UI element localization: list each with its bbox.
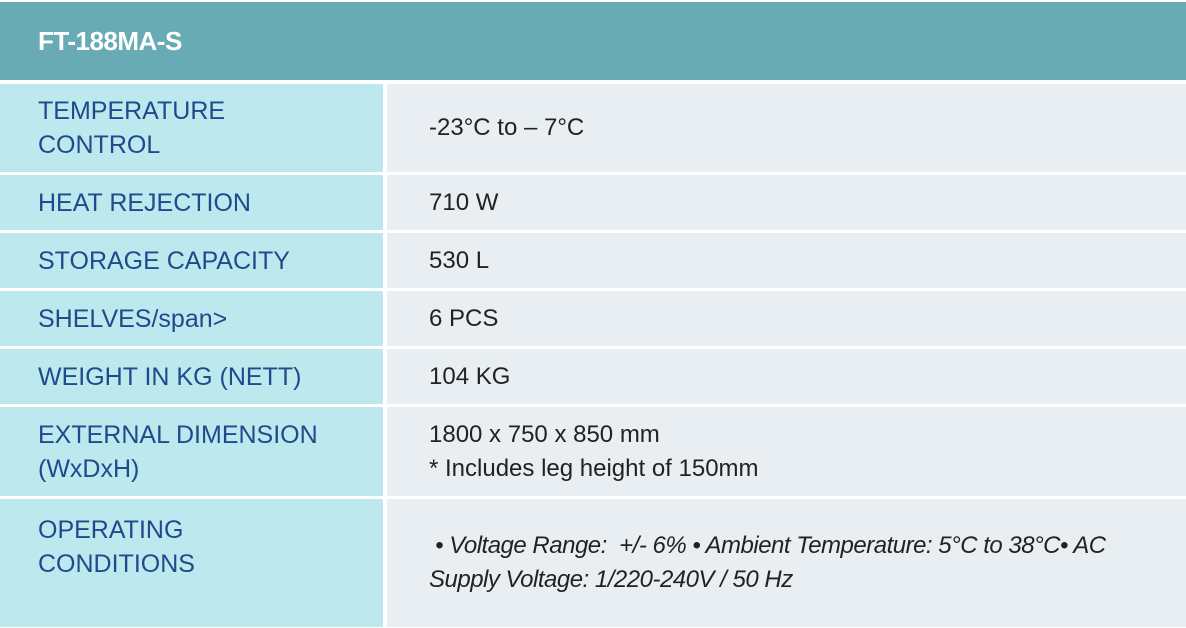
model-title: FT-188MA-S [38,25,182,56]
value-weight: 104 KG [387,349,1186,404]
spec-rows: TEMPERATURE CONTROL -23°C to – 7°C HEAT … [0,84,1186,627]
dimension-note: * Includes leg height of 150mm [429,454,759,482]
table-header: FT-188MA-S [0,2,1186,80]
label-weight: WEIGHT IN KG (NETT) [0,349,383,404]
value-heat-rejection: 710 W [387,175,1186,230]
label-temperature-control: TEMPERATURE CONTROL [0,84,383,172]
label-external-dimension: EXTERNAL DIMENSION (WxDxH) [0,407,383,496]
label-heat-rejection: HEAT REJECTION [0,175,383,230]
label-operating-conditions: OPERATING CONDITIONS [0,499,383,627]
dimension-value: 1800 x 750 x 850 mm [429,420,660,448]
operating-conditions-text: • Voltage Range: +/- 6% • Ambient Temper… [429,532,1112,593]
value-external-dimension: 1800 x 750 x 850 mm * Includes leg heigh… [387,407,1186,496]
value-temperature-control: -23°C to – 7°C [387,84,1186,172]
value-shelves: 6 PCS [387,291,1186,346]
label-shelves: SHELVES/span> [0,291,383,346]
label-storage-capacity: STORAGE CAPACITY [0,233,383,288]
value-operating-conditions: • Voltage Range: +/- 6% • Ambient Temper… [387,499,1186,627]
value-storage-capacity: 530 L [387,233,1186,288]
